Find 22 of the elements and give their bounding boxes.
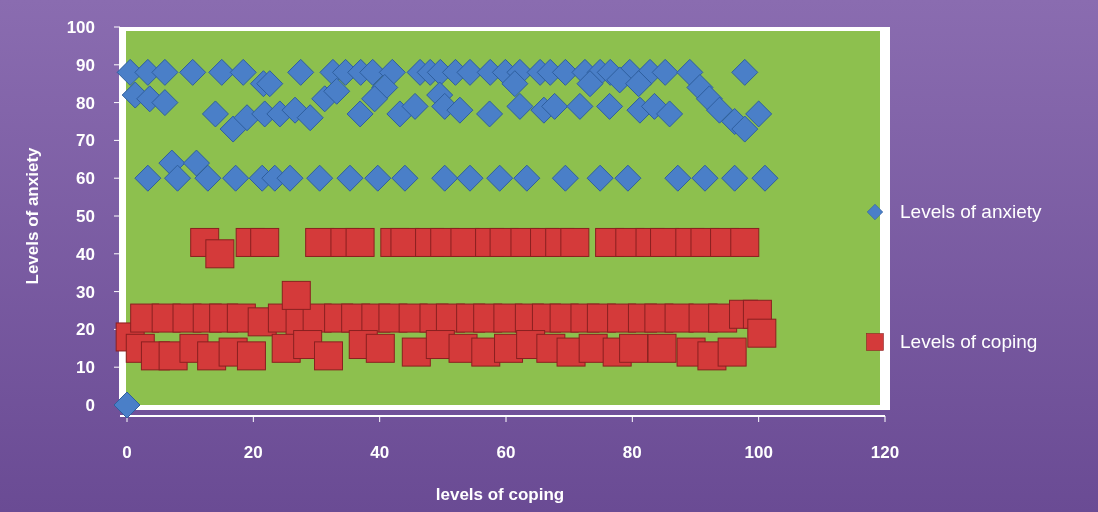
legend-label: Levels of anxiety (900, 201, 1043, 222)
y-tick-label: 100 (66, 17, 95, 37)
y-tick-label: 40 (76, 244, 95, 264)
legend-label: Levels of coping (900, 331, 1038, 352)
x-axis-title: levels of coping (435, 485, 565, 504)
y-tick-label: 60 (76, 169, 95, 189)
y-tick-label: 30 (76, 282, 95, 302)
x-tick-label: 20 (243, 443, 263, 462)
y-tick-label: 50 (76, 206, 95, 226)
y-tick-label: 80 (76, 93, 95, 113)
y-tick-label: 10 (76, 358, 95, 378)
x-tick-label: 100 (744, 443, 773, 462)
x-tick-label: 120 (870, 443, 900, 462)
y-axis-title: Levels of anxiety (23, 146, 42, 285)
x-tick-label: 80 (622, 443, 642, 462)
x-tick-label: 60 (496, 443, 516, 462)
x-tick-label: 0 (122, 443, 132, 462)
x-tick-label: 40 (370, 443, 390, 462)
y-tick-label: 70 (76, 131, 95, 151)
y-tick-label: 20 (76, 320, 95, 340)
y-tick-label: 90 (76, 55, 95, 75)
y-tick-label: 0 (85, 395, 95, 415)
